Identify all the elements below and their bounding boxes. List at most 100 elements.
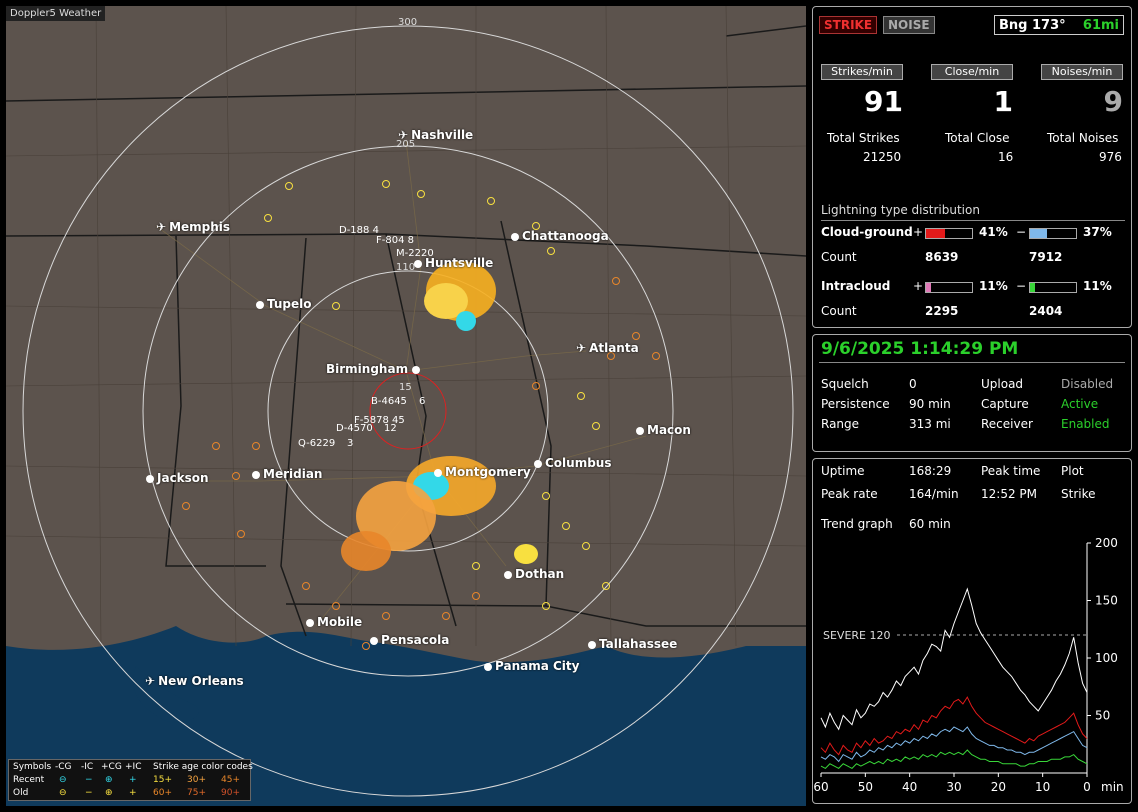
distribution-divider [821, 220, 1125, 221]
lightning-map[interactable]: Doppler5 Weather 300 205 110 15 ✈ Nashvil… [6, 6, 806, 806]
persistence-label: Persistence [821, 397, 890, 411]
close-min-header: Close/min [931, 64, 1013, 80]
pos-cg-old-icon: ⊕ [105, 788, 113, 798]
storm-tag[interactable]: 12 [384, 423, 397, 434]
legend-col-pos-ic: +IC [125, 762, 142, 772]
city-tupelo[interactable]: Tupelo [256, 297, 312, 311]
cg-neg-pct: 37% [1083, 225, 1112, 239]
city-dot-icon [414, 260, 422, 268]
upload-label: Upload [981, 377, 1024, 391]
x-axis-label: min [1101, 780, 1124, 794]
total-noises-value: 976 [1099, 150, 1122, 164]
storm-tag[interactable]: D-188 4 [339, 225, 379, 236]
distribution-title: Lightning type distribution [821, 203, 980, 217]
squelch-label: Squelch [821, 377, 869, 391]
x-tick-label-40: 40 [902, 780, 917, 794]
persistence-value: 90 min [909, 397, 951, 411]
state-borders [6, 25, 806, 637]
storm-tag[interactable]: 6 [419, 396, 426, 407]
settings-panel: 9/6/2025 1:14:29 PM Squelch 0 Upload Dis… [812, 334, 1132, 452]
city-memphis[interactable]: ✈ Memphis [156, 220, 231, 234]
legend-age-45: 45+ [221, 775, 240, 785]
city-chattanooga[interactable]: Chattanooga [511, 229, 609, 243]
ring-label-205: 205 [396, 139, 416, 150]
storm-tag[interactable]: Q-6229 [298, 438, 336, 449]
storm-tag[interactable]: F-5878 45 [354, 415, 405, 426]
datetime-display: 9/6/2025 1:14:29 PM [821, 339, 1019, 359]
uptime-label: Uptime [821, 464, 865, 478]
ic-pos-count: 2295 [925, 304, 959, 318]
ic-neg-pct: 11% [1083, 279, 1112, 293]
city-huntsville[interactable]: Huntsville [414, 256, 493, 270]
city-dot-icon [504, 571, 512, 579]
range-rings [22, 25, 794, 797]
x-tick-label-60: 60 [813, 780, 828, 794]
storm-tag[interactable]: M-2220 [396, 248, 434, 259]
trend-label: Trend graph [821, 517, 893, 531]
plane-icon: ✈ [576, 341, 587, 355]
city-dot-icon [434, 469, 442, 477]
city-nashville[interactable]: ✈ Nashville [398, 128, 474, 142]
plot-value[interactable]: Strike [1061, 487, 1096, 501]
cg-pos-pct: 41% [979, 225, 1008, 239]
legend-age-90: 90+ [221, 788, 240, 798]
total-close-label: Total Close [945, 131, 1010, 145]
legend-age-15: 15+ [153, 775, 172, 785]
settings-divider [819, 362, 1125, 363]
ring-label-15: 15 [399, 382, 412, 393]
cg-neg-bar [1029, 228, 1077, 239]
city-dot-icon [306, 619, 314, 627]
range-label: Range [821, 417, 860, 431]
storm-tag[interactable]: D-4570 [336, 423, 373, 434]
city-pensacola[interactable]: Pensacola [370, 633, 449, 647]
y-tick-label-200: 200 [1095, 536, 1118, 550]
city-dothan[interactable]: Dothan [504, 567, 564, 581]
peak-time-label: Peak time [981, 464, 1041, 478]
strike-symbols [182, 180, 660, 650]
trend-value[interactable]: 60 min [909, 517, 951, 531]
noises-min-header: Noises/min [1041, 64, 1123, 80]
city-meridian[interactable]: Meridian [252, 467, 322, 481]
storm-tag[interactable]: 3 [347, 438, 354, 449]
city-new-orleans[interactable]: ✈ New Orleans [145, 674, 244, 688]
city-atlanta[interactable]: ✈ Atlanta [576, 341, 639, 355]
cg-count-label: Count [821, 250, 857, 264]
legend-col-pos-cg: +CG [101, 762, 122, 772]
ring-label-300: 300 [398, 17, 418, 28]
strike-button[interactable]: STRIKE [819, 16, 878, 34]
strikes-min-value: 91 [864, 85, 903, 118]
city-dot-icon [412, 366, 421, 374]
city-tallahassee[interactable]: Tallahassee [588, 637, 677, 651]
plane-icon: ✈ [398, 128, 409, 142]
upload-value: Disabled [1061, 377, 1114, 391]
city-dot-icon [484, 663, 492, 671]
storm-tag[interactable]: F-804 8 [376, 235, 414, 246]
cg-pos-sign: + [913, 225, 924, 239]
city-birmingham[interactable]: Birmingham [326, 362, 423, 376]
city-mobile[interactable]: Mobile [306, 615, 362, 629]
y-tick-label-150: 150 [1095, 594, 1118, 608]
strikes-min-header: Strikes/min [821, 64, 903, 80]
city-jackson[interactable]: Jackson [146, 471, 209, 485]
city-columbus[interactable]: Columbus [534, 456, 612, 470]
city-panama-city[interactable]: Panama City [484, 659, 579, 673]
city-dot-icon [511, 233, 519, 241]
noise-button[interactable]: NOISE [883, 16, 935, 34]
city-dot-icon [636, 427, 644, 435]
total-strikes-label: Total Strikes [827, 131, 900, 145]
legend-age-label: Strike age color codes [153, 762, 253, 772]
legend-col-neg-cg: -CG [55, 762, 72, 772]
trend-series-line [820, 726, 1088, 763]
city-macon[interactable]: Macon [636, 423, 691, 437]
city-dot-icon [588, 641, 596, 649]
peak-time-value: 12:52 PM [981, 487, 1037, 501]
city-montgomery[interactable]: Montgomery [434, 465, 531, 479]
ic-neg-count: 2404 [1029, 304, 1063, 318]
x-tick-label-10: 10 [1035, 780, 1050, 794]
bearing-box: Bng 173° 61mi [994, 15, 1124, 35]
ic-pos-sign: + [913, 279, 924, 293]
storm-tag[interactable]: B-4645 [371, 396, 407, 407]
pos-ic-recent-icon: + [129, 775, 137, 785]
pos-ic-old-icon: + [129, 788, 137, 798]
symbol-legend: Symbols -CG -IC +CG +IC Strike age color… [8, 759, 253, 801]
